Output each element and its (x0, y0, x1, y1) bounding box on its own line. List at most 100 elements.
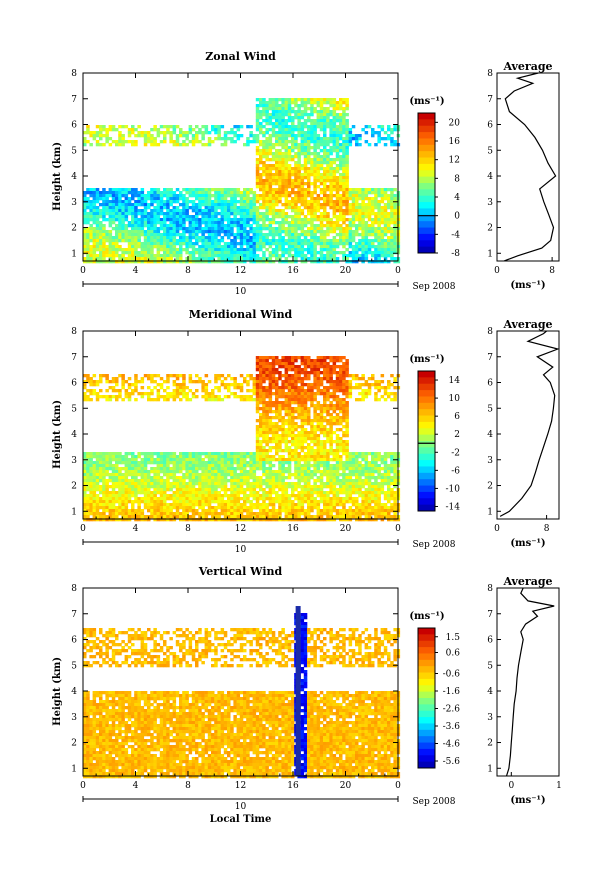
y-tick-label: 4 (71, 430, 77, 440)
colorbar: 14 10 6 2 -2 -6 -10 -14 (417, 370, 461, 512)
y-tick-label: 4 (71, 172, 77, 182)
profile-y-tick-label: 3 (487, 456, 493, 466)
y-tick-label: 7 (71, 95, 77, 105)
profile-y-tick-label: 2 (487, 739, 493, 749)
profile-y-tick-label: 7 (487, 353, 493, 363)
date-tick-label: 10 (235, 802, 247, 812)
y-tick-label: 2 (71, 739, 77, 749)
colorbar-unit: (ms⁻¹) (409, 611, 444, 622)
colorbar-tick-label: 0.6 (446, 649, 461, 659)
profile-panel: 1 2 3 4 5 6 7 8 0 1 (ms⁻¹) (487, 584, 562, 806)
colorbar-tick-label: -8 (451, 249, 460, 259)
y-tick-label: 1 (71, 507, 77, 517)
profile-y-tick-label: 2 (487, 224, 493, 234)
x-tick-label: 4 (133, 781, 139, 791)
profile-x-label: (ms⁻¹) (510, 795, 545, 806)
colorbar-tick-label: -0.6 (443, 670, 461, 680)
y-tick-label: 1 (71, 764, 77, 774)
profile-y-tick-label: 5 (487, 146, 493, 156)
colorbar-tick-label: 20 (449, 118, 461, 128)
x-tick-label: 12 (235, 266, 246, 276)
profile-title: Average (502, 575, 552, 588)
profile-y-tick-label: 1 (487, 764, 493, 774)
y-tick-label: 2 (71, 482, 77, 492)
y-axis-label: Height (km) (52, 142, 63, 211)
y-tick-label: 8 (71, 327, 77, 337)
x-tick-label: 0 (80, 524, 86, 534)
x-tick-label: 0 (395, 781, 401, 791)
profile-panel: 1 2 3 4 5 6 7 8 0 8 (ms⁻¹) (487, 327, 560, 549)
colorbar-tick-label: 14 (449, 376, 461, 386)
profile-title: Average (502, 60, 552, 73)
y-tick-label: 8 (71, 69, 77, 79)
colorbar-tick-label: 16 (449, 137, 461, 147)
profile-x-tick-label: 0 (508, 781, 514, 791)
panel-title: Zonal Wind (205, 50, 276, 63)
updraft-core (295, 606, 301, 776)
y-tick-label: 5 (71, 146, 77, 156)
colorbar-tick-label: -6 (451, 466, 460, 476)
y-tick-label: 6 (71, 121, 77, 131)
date-tick-label: 10 (235, 545, 247, 555)
colorbar-tick-label: 12 (449, 156, 460, 166)
profile-y-tick-label: 4 (487, 687, 493, 697)
x-tick-label: 12 (235, 781, 246, 791)
x-tick-label: 16 (287, 781, 299, 791)
y-tick-label: 7 (71, 610, 77, 620)
panel-title: Vertical Wind (198, 565, 283, 578)
colorbar-tick-label: -2.6 (443, 705, 461, 715)
x-tick-label: 20 (340, 266, 352, 276)
profile-x-tick-label: 8 (544, 524, 550, 534)
heatmap-field (83, 356, 401, 522)
colorbar-tick-label: 1.5 (446, 633, 461, 643)
y-tick-label: 8 (71, 584, 77, 594)
y-tick-label: 3 (71, 456, 77, 466)
x-tick-label: 16 (287, 266, 299, 276)
y-tick-label: 2 (71, 224, 77, 234)
profile-x-tick-label: 0 (494, 524, 500, 534)
y-tick-label: 3 (71, 198, 77, 208)
x-tick-label: 20 (340, 524, 352, 534)
profile-y-tick-label: 1 (487, 507, 493, 517)
x-tick-label: 0 (395, 524, 401, 534)
colorbar-tick-label: -4.6 (443, 740, 461, 750)
profile-y-tick-label: 6 (487, 379, 493, 389)
y-tick-label: 6 (71, 379, 77, 389)
colorbar-tick-label: 6 (454, 412, 460, 422)
colorbar-tick-label: 10 (449, 394, 461, 404)
x-tick-label: 4 (133, 266, 139, 276)
profile-x-label: (ms⁻¹) (510, 280, 545, 291)
profile-y-tick-label: 7 (487, 95, 493, 105)
profile-y-tick-label: 3 (487, 713, 493, 723)
x-tick-label: 12 (235, 524, 246, 534)
x-tick-label: 8 (185, 524, 191, 534)
colorbar-tick-label: -5.6 (443, 757, 461, 767)
x-tick-label: 0 (80, 266, 86, 276)
profile-x-tick-label: 8 (549, 266, 555, 276)
date-tick-label: 10 (235, 287, 247, 297)
profile-y-tick-label: 3 (487, 198, 493, 208)
colorbar-tick-label: -14 (446, 502, 461, 512)
profile-title: Average (502, 318, 552, 331)
x-tick-label: 8 (185, 781, 191, 791)
profile-y-tick-label: 4 (487, 172, 493, 182)
y-tick-label: 3 (71, 713, 77, 723)
date-label: Sep 2008 (412, 282, 455, 292)
y-tick-label: 1 (71, 249, 77, 259)
profile-y-tick-label: 6 (487, 636, 493, 646)
y-tick-label: 6 (71, 636, 77, 646)
colorbar-tick-label: 0 (454, 212, 460, 222)
colorbar-unit: (ms⁻¹) (409, 96, 444, 107)
profile-y-tick-label: 8 (487, 584, 493, 594)
x-tick-label: 0 (395, 266, 401, 276)
date-label: Sep 2008 (412, 540, 455, 550)
profile-y-tick-label: 7 (487, 610, 493, 620)
heatmap-field (83, 613, 401, 779)
heatmap-field (83, 98, 401, 264)
colorbar-tick-label: 4 (454, 193, 460, 203)
y-tick-label: 7 (71, 353, 77, 363)
colorbar-tick-label: -1.6 (443, 687, 461, 697)
